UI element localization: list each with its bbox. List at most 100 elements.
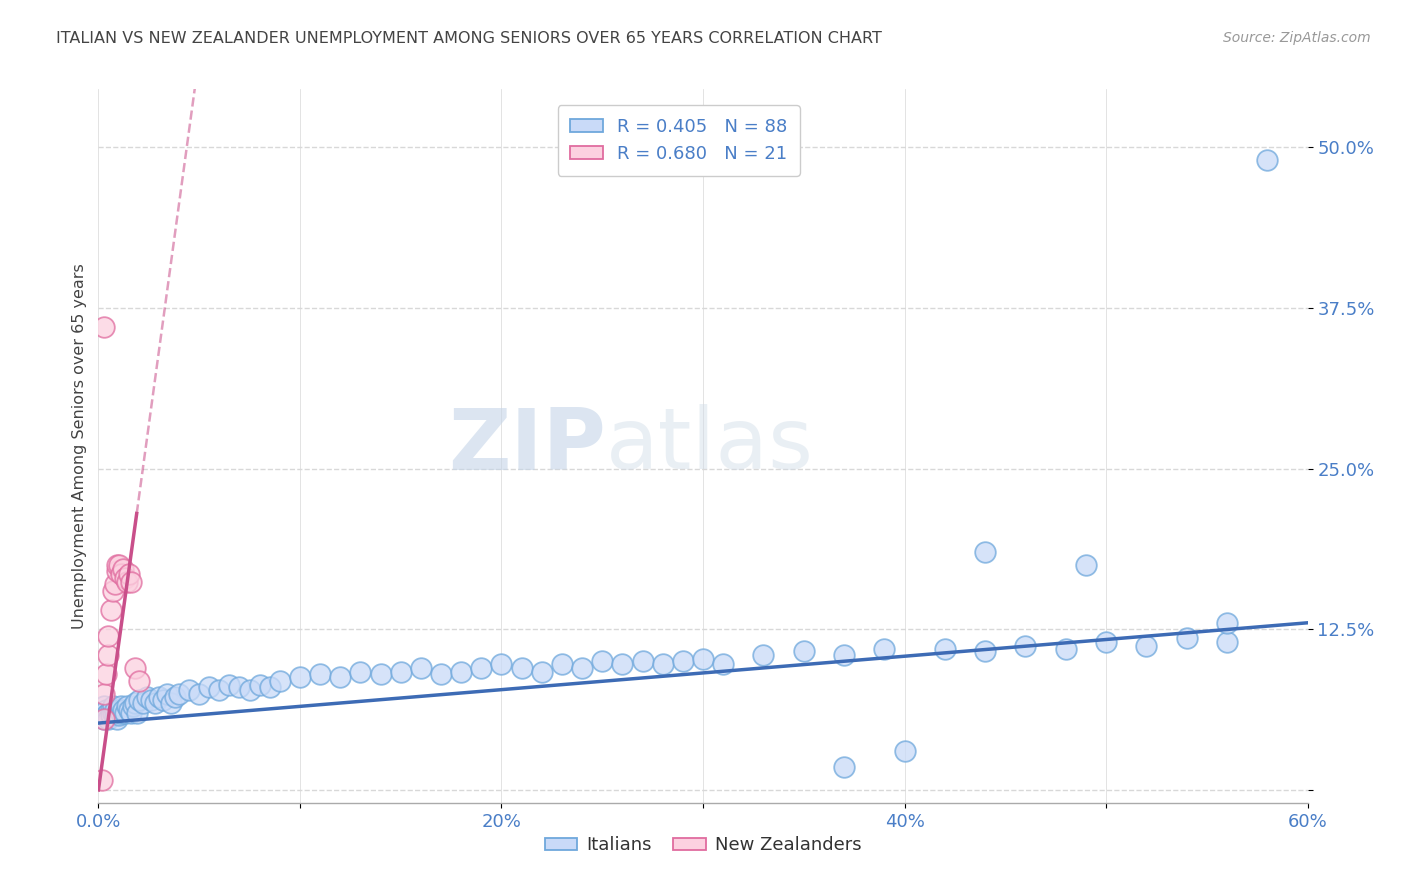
Point [97, 648, 120, 662]
Point [93, 712, 115, 726]
Text: atlas: atlas [606, 404, 814, 488]
Point [114, 571, 136, 585]
Point [430, 667, 453, 681]
Point [530, 665, 553, 679]
Point [120, 574, 142, 589]
Point [110, 566, 132, 581]
Point [105, 706, 128, 720]
Point [93, 699, 115, 714]
Point [100, 603, 122, 617]
Point [107, 703, 129, 717]
Point [103, 703, 125, 717]
Point [97, 629, 120, 643]
Point [571, 661, 593, 675]
Point [711, 657, 734, 671]
Point [124, 661, 146, 675]
Point [105, 565, 128, 579]
Point [177, 682, 201, 697]
Point [100, 703, 122, 717]
Point [100, 708, 122, 723]
Text: ITALIAN VS NEW ZEALANDER UNEMPLOYMENT AMONG SENIORS OVER 65 YEARS CORRELATION CH: ITALIAN VS NEW ZEALANDER UNEMPLOYMENT AM… [56, 31, 882, 46]
Point [93, 712, 115, 726]
Point [1256, 153, 1278, 167]
Point [188, 686, 211, 700]
Point [1095, 635, 1118, 649]
Point [974, 545, 997, 559]
Point [96, 708, 118, 723]
Point [370, 667, 392, 681]
Point [692, 652, 714, 666]
Point [510, 661, 533, 675]
Point [269, 673, 291, 688]
Point [1054, 641, 1077, 656]
Point [389, 665, 412, 679]
Point [114, 706, 136, 720]
Point [651, 657, 673, 671]
Point [110, 706, 132, 720]
Point [249, 677, 271, 691]
Point [121, 699, 143, 714]
Point [96, 703, 118, 717]
Legend: Italians, New Zealanders: Italians, New Zealanders [537, 830, 869, 862]
Point [1135, 639, 1157, 653]
Point [873, 641, 896, 656]
Point [156, 686, 179, 700]
Point [1014, 639, 1036, 653]
Point [672, 654, 695, 668]
Point [128, 693, 150, 707]
Point [124, 696, 146, 710]
Point [198, 680, 221, 694]
Point [128, 673, 150, 688]
Point [115, 574, 138, 589]
Point [832, 648, 855, 662]
Point [125, 706, 148, 720]
Point [103, 708, 125, 723]
Point [105, 558, 128, 572]
Point [160, 696, 183, 710]
Point [97, 706, 120, 720]
Point [329, 670, 352, 684]
Point [107, 558, 129, 572]
Y-axis label: Unemployment Among Seniors over 65 years: Unemployment Among Seniors over 65 years [72, 263, 87, 629]
Point [974, 644, 997, 658]
Point [832, 760, 855, 774]
Point [111, 562, 134, 576]
Point [893, 744, 915, 758]
Point [228, 680, 250, 694]
Point [163, 690, 186, 705]
Point [96, 667, 118, 681]
Point [91, 706, 114, 720]
Text: ZIP: ZIP [449, 404, 606, 488]
Point [101, 706, 124, 720]
Point [105, 712, 128, 726]
Point [1175, 631, 1198, 645]
Point [118, 703, 141, 717]
Point [135, 690, 157, 705]
Point [110, 699, 132, 714]
Point [167, 686, 190, 700]
Point [93, 320, 115, 334]
Point [259, 680, 281, 694]
Point [103, 577, 125, 591]
Point [91, 772, 114, 787]
Point [101, 583, 124, 598]
Point [491, 657, 513, 671]
Point [97, 712, 120, 726]
Point [1216, 635, 1239, 649]
Point [101, 699, 124, 714]
Point [470, 661, 492, 675]
Point [107, 708, 129, 723]
Point [139, 693, 162, 707]
Point [288, 670, 311, 684]
Point [218, 677, 240, 691]
Point [115, 699, 138, 714]
Point [152, 693, 174, 707]
Point [132, 696, 155, 710]
Text: Source: ZipAtlas.com: Source: ZipAtlas.com [1223, 31, 1371, 45]
Point [208, 682, 231, 697]
Point [118, 566, 141, 581]
Point [349, 665, 371, 679]
Point [148, 690, 170, 705]
Point [551, 657, 574, 671]
Point [1216, 615, 1239, 630]
